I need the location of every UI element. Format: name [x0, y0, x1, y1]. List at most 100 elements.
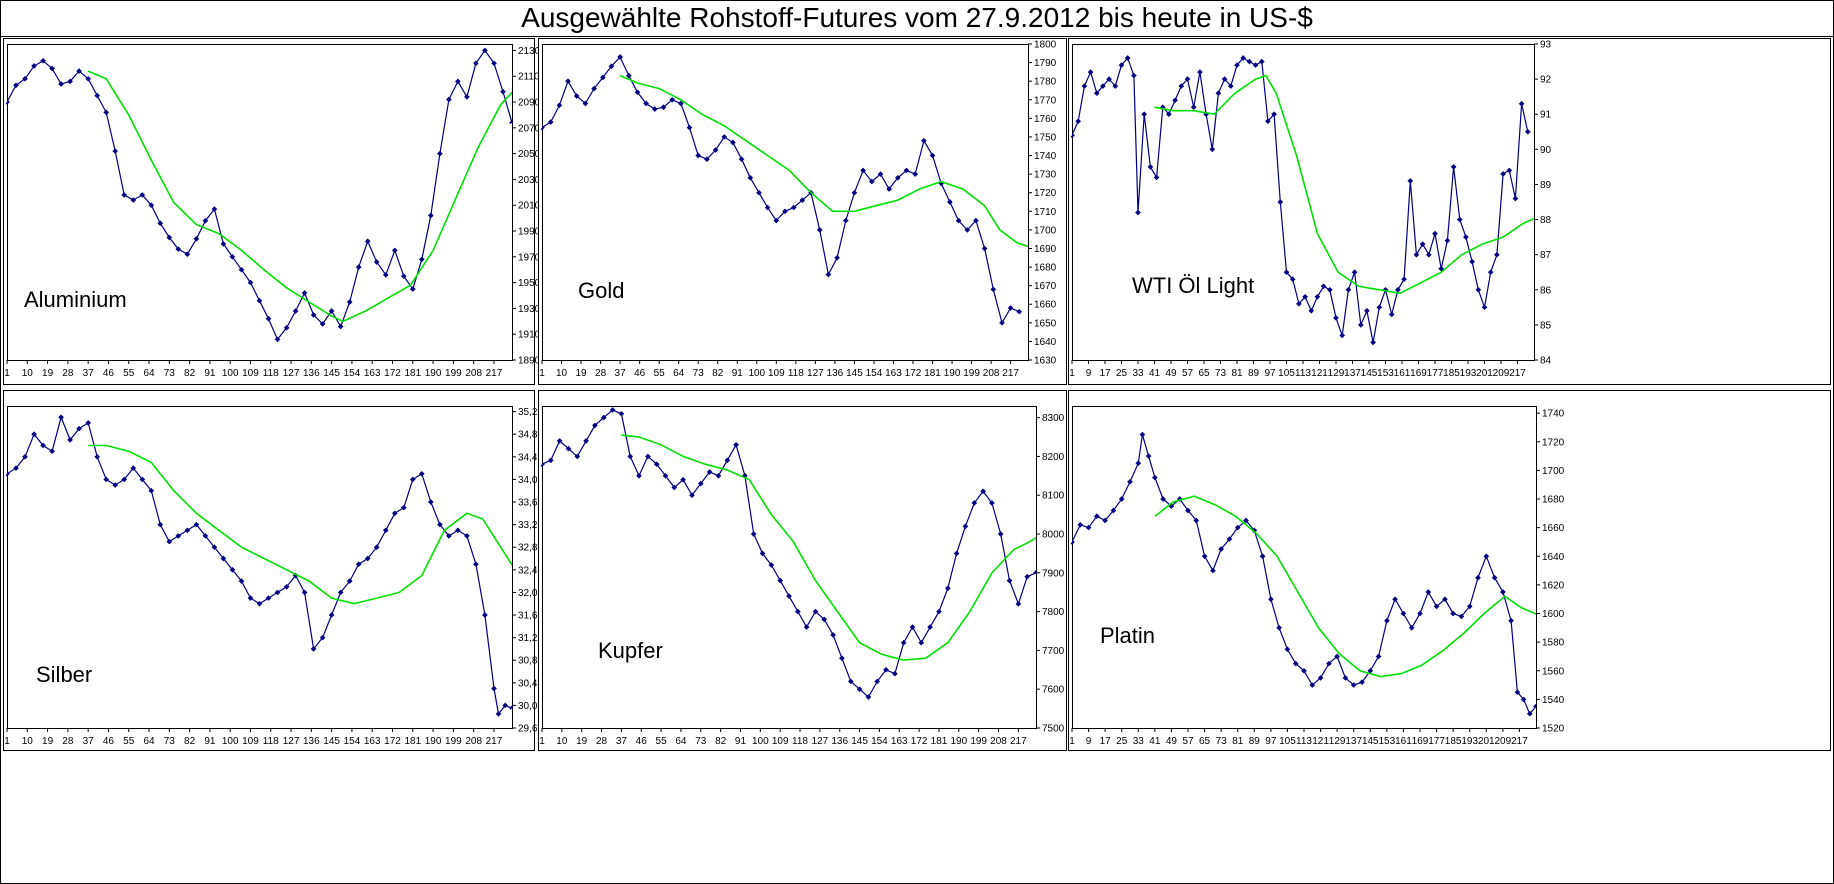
y-tick-label: 1890 [518, 356, 541, 367]
price-point [130, 197, 137, 203]
price-point [1190, 104, 1197, 111]
x-tick-label: 118 [263, 736, 279, 747]
y-tick-label: 1670 [1034, 281, 1057, 292]
price-point [238, 578, 245, 584]
price-point [1178, 83, 1185, 89]
page-title: Ausgewählte Rohstoff-Futures vom 27.9.20… [521, 2, 1313, 33]
average-line [1154, 495, 1536, 678]
x-tick-label: 190 [425, 368, 442, 379]
price-point [1334, 653, 1340, 660]
x-tick-label: 137 [1345, 736, 1362, 747]
price-point [1227, 83, 1234, 89]
price-point [211, 206, 218, 212]
x-tick-label: 81 [1232, 736, 1244, 747]
y-tick-label: 7900 [1042, 568, 1065, 579]
price-point [1456, 216, 1463, 223]
x-tick-label: 64 [143, 736, 155, 747]
x-tick-label: 208 [983, 368, 1000, 379]
x-tick-label: 9 [1086, 368, 1092, 379]
x-tick-label: 10 [556, 368, 568, 379]
price-point [894, 174, 901, 181]
y-tick-label: 34,0 [518, 475, 538, 486]
price-point [786, 593, 792, 599]
price-point [1141, 111, 1148, 118]
price-point [1487, 269, 1494, 276]
average-line [619, 74, 1028, 248]
price-point [1308, 307, 1315, 314]
price-point [157, 521, 164, 528]
x-tick-label: 154 [344, 368, 361, 379]
price-point [1081, 83, 1088, 89]
x-tick-label: 136 [303, 368, 320, 379]
y-tick-label: 1720 [1542, 437, 1565, 448]
price-point [464, 533, 470, 539]
y-tick-label: 1700 [1034, 225, 1057, 236]
price-point [283, 324, 290, 331]
price-point [574, 453, 581, 460]
x-tick-label: 1 [1069, 736, 1075, 747]
x-tick-label: 145 [1361, 368, 1378, 379]
y-tick-label: 35,2 [518, 407, 538, 418]
y-tick-label: 1580 [1542, 638, 1565, 649]
x-tick-label: 153 [1377, 368, 1394, 379]
y-tick-label: 1790 [1034, 58, 1057, 69]
price-point [211, 544, 218, 551]
price-point [391, 510, 398, 517]
price-point [794, 608, 801, 615]
price-point [1259, 553, 1266, 560]
price-point [1481, 304, 1488, 311]
average-line [88, 444, 512, 605]
price-point [1370, 339, 1376, 346]
x-tick-label: 33 [1133, 736, 1145, 747]
x-tick-label: 109 [768, 368, 785, 379]
y-tick-label: 1660 [1034, 300, 1057, 311]
price-point [1491, 574, 1498, 581]
x-tick-label: 49 [1166, 736, 1178, 747]
price-point [202, 533, 209, 539]
price-point [583, 438, 589, 444]
price-point [346, 578, 353, 584]
x-tick-label: 65 [1198, 368, 1210, 379]
x-tick-label: 201 [1478, 736, 1495, 747]
plot-area [7, 406, 513, 729]
chart-label: Kupfer [598, 638, 663, 663]
price-point [247, 595, 254, 601]
average-line [621, 434, 1036, 661]
x-tick-label: 129 [1328, 368, 1345, 379]
price-point [301, 589, 308, 596]
y-tick-label: 8000 [1042, 530, 1065, 541]
x-tick-label: 97 [1265, 736, 1277, 747]
price-point [1375, 653, 1382, 660]
price-point [265, 315, 272, 322]
price-point [67, 78, 73, 85]
x-tick-label: 81 [1231, 368, 1243, 379]
price-point [686, 124, 693, 131]
price-point [1152, 474, 1158, 481]
price-point [220, 555, 227, 562]
x-tick-label: 41 [1149, 736, 1161, 747]
x-tick-label: 172 [911, 736, 928, 747]
price-point [918, 639, 925, 646]
price-point [1432, 230, 1438, 237]
price-point [1395, 286, 1401, 293]
chart-label: Gold [578, 278, 624, 303]
price-point [981, 245, 988, 252]
price-point [651, 106, 658, 112]
price-point [592, 422, 598, 429]
x-tick-label: 113 [1295, 368, 1311, 379]
x-tick-label: 153 [1379, 736, 1396, 747]
x-tick-label: 208 [990, 736, 1007, 747]
x-tick-label: 73 [693, 368, 705, 379]
chart-wti-l-light: 84 85 86 87 88 89 90 91 92 93 1 9 17 25 33 41 49 57 65 73 81… [1068, 38, 1831, 385]
x-tick-label: 154 [871, 736, 888, 747]
price-point [756, 189, 762, 196]
x-tick-label: 169 [1412, 736, 1429, 747]
price-point [1351, 269, 1358, 276]
price-point [1342, 675, 1349, 681]
x-tick-label: 91 [204, 736, 216, 747]
x-tick-label: 64 [143, 368, 155, 379]
price-point [1458, 613, 1465, 620]
price-point [816, 227, 823, 233]
x-tick-label: 181 [404, 368, 421, 379]
y-tick-label: 34,4 [518, 452, 538, 463]
